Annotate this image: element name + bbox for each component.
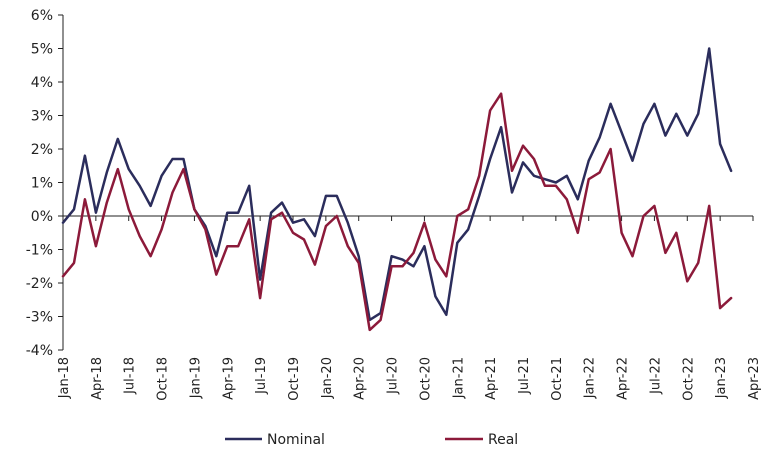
x-tick-label: Jan-19 xyxy=(188,357,203,399)
legend: Nominal Real xyxy=(225,432,518,448)
series-line-nominal xyxy=(61,47,733,322)
x-tick-label: Jul-19 xyxy=(254,357,269,395)
x-tick-label: Apr-20 xyxy=(353,357,368,400)
x-tick-label: Jul-21 xyxy=(517,357,532,395)
y-tick-label: 6% xyxy=(31,8,53,24)
x-tick-label: Oct-20 xyxy=(418,357,433,401)
y-tick-label: 3% xyxy=(31,109,53,125)
series-line-real xyxy=(61,92,733,332)
plot-area: -4% -3% -2% -1% 0% 1% 2% 3% 4% 5% 6% Jan-18 Apr-18 Ju… xyxy=(26,8,762,401)
x-tick-label: Apr-19 xyxy=(221,357,236,400)
x-tick-label: Jan-18 xyxy=(57,357,72,399)
x-tick-label: Jan-22 xyxy=(583,357,598,399)
y-tick-label: 4% xyxy=(31,75,53,91)
x-tick-label: Oct-19 xyxy=(287,357,302,401)
x-tick-label: Oct-18 xyxy=(156,357,171,401)
x-tick-label: Jul-22 xyxy=(648,357,663,395)
x-tick-label: Jan-20 xyxy=(320,357,335,399)
legend-label-nominal: Nominal xyxy=(267,432,325,448)
x-tick-label: Oct-21 xyxy=(550,357,565,401)
x-tick-label: Apr-21 xyxy=(484,357,499,400)
x-tick-label: Oct-22 xyxy=(681,357,696,401)
x-tick-label: Apr-18 xyxy=(90,357,105,400)
x-tick-label: Jan-21 xyxy=(451,357,466,399)
y-tick-label: -4% xyxy=(26,343,53,359)
y-tick-label: 0% xyxy=(31,209,53,225)
x-tick-label: Apr-22 xyxy=(616,357,631,400)
legend-label-real: Real xyxy=(488,432,518,448)
y-tick-label: 2% xyxy=(31,142,53,158)
x-tick-label: Jan-23 xyxy=(714,357,729,399)
x-tick-label: Apr-23 xyxy=(747,357,762,400)
y-tick-label: -1% xyxy=(26,243,53,259)
y-tick-label: -3% xyxy=(26,310,53,326)
y-tick-label: 5% xyxy=(31,42,53,58)
y-tick-label: -2% xyxy=(26,276,53,292)
x-tick-label: Jul-18 xyxy=(123,357,138,395)
x-tick-label: Jul-20 xyxy=(386,357,401,395)
y-tick-label: 1% xyxy=(31,176,53,192)
